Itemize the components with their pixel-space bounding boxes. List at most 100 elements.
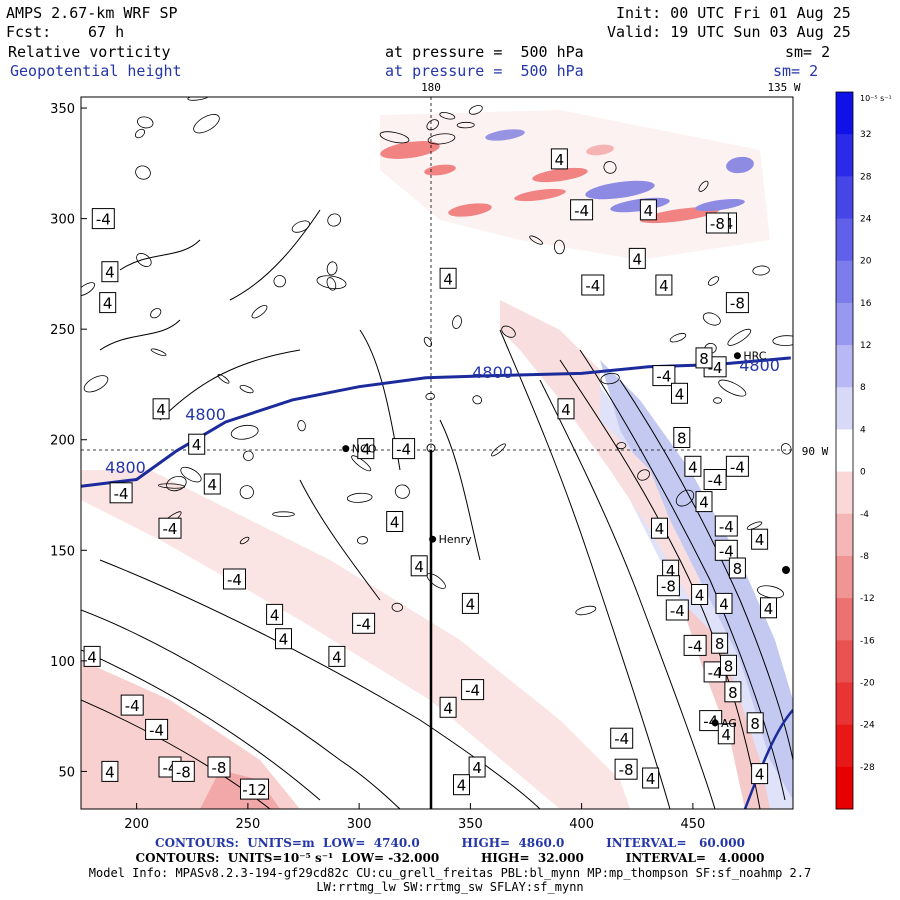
vorticity-label-text: 4 — [279, 631, 289, 649]
vorticity-label-text: 4 — [443, 699, 453, 717]
vorticity-label-box — [671, 382, 688, 404]
vorticity-label-text: 4 — [646, 770, 656, 788]
vorticity-contour-loop — [426, 119, 439, 131]
vorticity-contour-loop — [468, 105, 483, 115]
colorbar-swatch — [836, 513, 853, 557]
header-fcst-value: 67 h — [88, 23, 125, 41]
x-tick-label: 450 — [680, 817, 705, 832]
vorticity-label-text: 4 — [105, 264, 115, 282]
vorticity-contour-loop — [346, 492, 373, 503]
vorticity-contour — [229, 209, 321, 301]
vorticity-label: -4 — [570, 199, 594, 221]
vorticity-contour-loop — [439, 112, 456, 120]
vorticity-label-text: 4 — [105, 763, 115, 781]
vorticity-label-box — [101, 261, 119, 283]
colorbar-swatch — [836, 218, 853, 262]
vorticity-contour-loop — [239, 536, 250, 545]
vorticity-label-text: 4 — [414, 558, 424, 576]
colorbar-tick-label: 24 — [860, 215, 872, 225]
vorticity-label: -8 — [656, 575, 680, 597]
vorticity-label-box — [703, 469, 727, 490]
vorticity-label: -8 — [171, 760, 195, 782]
vorticity-contour-loop — [727, 328, 752, 346]
vorticity-label-box — [714, 539, 738, 561]
field1-name: Relative vorticity — [8, 43, 171, 61]
vorticity-label-box — [751, 528, 769, 550]
vorticity-label: -4 — [581, 274, 605, 296]
vorticity-label: 4 — [557, 398, 575, 420]
vorticity-contour-loop — [616, 442, 627, 450]
vorticity-label-box — [728, 557, 746, 579]
footer-model-info: Model Info: MPASv8.2.3-194-gf29cd82c CU:… — [88, 866, 812, 880]
vorticity-label: -4 — [158, 517, 182, 539]
vorticity-label-box — [656, 575, 680, 597]
vorticity-label-box — [717, 723, 735, 745]
vorticity-contour-loop — [180, 466, 202, 483]
vorticity-label: 4 — [439, 267, 457, 289]
vorticity-label-box — [386, 511, 404, 532]
colorbar-tick-label: 20 — [860, 257, 872, 267]
vorticity-label-box — [652, 365, 676, 387]
vorticity-label: 4 — [188, 433, 206, 455]
vorticity-label-box — [145, 718, 169, 740]
colorbar-swatch — [836, 682, 853, 726]
vorticity-label-text: 8 — [724, 657, 734, 675]
vorticity-contour-loop — [637, 469, 651, 481]
vorticity-contour-loop — [357, 536, 368, 545]
vorticity-contour-loop — [243, 450, 254, 462]
vorticity-label-text: -12 — [242, 781, 267, 799]
vorticity-label-box — [223, 568, 246, 590]
storm-region — [380, 110, 770, 260]
longitude-label-180: 180 — [421, 81, 441, 94]
vorticity-label-text: -4 — [719, 542, 734, 560]
vorticity-label-text: 8 — [677, 430, 687, 448]
vorticity-label-text: -4 — [356, 615, 371, 633]
longitude-label-135w: 135 W — [767, 81, 800, 94]
vorticity-label: 4 — [203, 473, 221, 495]
colorbar-tick-label: -16 — [860, 636, 875, 646]
vorticity-label-box — [101, 760, 119, 782]
vorticity-contour-loop — [603, 161, 617, 174]
colorbar-tick-label: -24 — [860, 721, 875, 731]
vorticity-label-text: 4 — [666, 562, 676, 580]
vorticity-label-box — [83, 645, 101, 667]
colorbar-tick-label: 32 — [860, 130, 871, 140]
vorticity-label-text: 4 — [390, 514, 400, 532]
vorticity-label: 4 — [639, 199, 657, 221]
y-tick-label: 250 — [50, 323, 75, 338]
vorticity-contour-loop — [166, 476, 187, 492]
vorticity-label: -4 — [223, 568, 246, 590]
vorticity-label-text: 4 — [755, 531, 765, 549]
vorticity-label: 4 — [152, 398, 170, 420]
vorticity-label-text: 8 — [699, 350, 709, 368]
vorticity-contour-loop — [217, 373, 230, 384]
vorticity-label-text: -8 — [176, 763, 191, 781]
vorticity-label-text: -4 — [125, 697, 140, 715]
colorbar-swatch — [836, 387, 853, 430]
colorbar-swatch — [836, 134, 853, 177]
vorticity-label-box — [570, 199, 594, 221]
vorticity-label: -4 — [392, 438, 416, 460]
footer-contours-vorticity: CONTOURS: UNITS=10⁻⁵ s⁻¹ LOW= -32.000 HI… — [135, 851, 765, 865]
vorticity-label-text: -4 — [708, 472, 723, 490]
vorticity-label-box — [453, 774, 470, 796]
vorticity-label: 4 — [461, 592, 479, 614]
vorticity-label-box — [760, 597, 777, 619]
vorticity-label: 4 — [328, 645, 346, 667]
vorticity-label-box — [240, 778, 269, 800]
footer-contours-height: CONTOURS: UNITS=m LOW= 4740.0 HIGH= 4860… — [155, 836, 745, 850]
colorbar-swatch — [836, 429, 853, 473]
vorticity-label-box — [725, 292, 749, 314]
vorticity-contour-loop — [251, 304, 268, 319]
vorticity-label: -4 — [91, 208, 115, 230]
header-init: Init: 00 UTC Fri 01 Aug 25 — [616, 4, 851, 22]
vorticity-contour-loop — [501, 325, 516, 338]
vorticity-label-box — [751, 763, 769, 785]
vorticity-contour-loop — [351, 455, 372, 472]
vorticity-contour-loop — [698, 180, 709, 192]
station-label: Henry — [439, 533, 473, 546]
vorticity-label-text: -4 — [149, 721, 164, 739]
vorticity-contour-loop — [600, 372, 620, 385]
vorticity-label: -4 — [120, 694, 144, 716]
